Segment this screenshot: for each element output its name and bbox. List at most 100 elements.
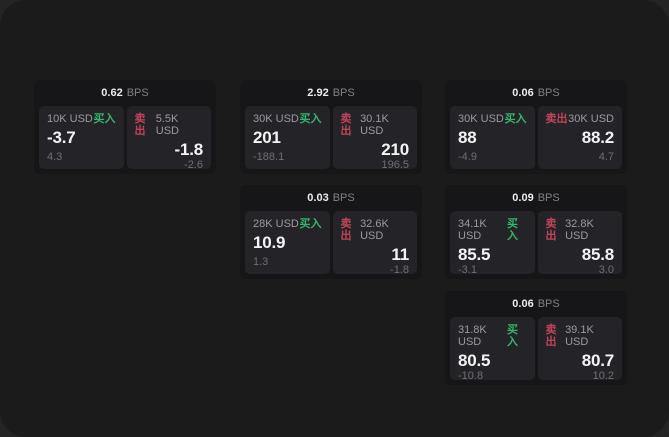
card-header: 0.09 BPS [445, 185, 627, 211]
quote-card-5: 0.06 BPS 31.8K USD 买入 80.5 -10.8 卖出 39.1… [445, 291, 627, 385]
sell-panel[interactable]: 卖出 30.1K USD 210 196.5 [332, 106, 417, 171]
bps-value: 0.09 [512, 192, 534, 204]
quote-card-2: 0.06 BPS 30K USD 买入 88 -4.9 卖出 30K USD 8… [445, 80, 627, 174]
bps-value: 0.06 [512, 87, 534, 99]
sell-side-label: 卖出 [545, 113, 568, 125]
card-header: 0.62 BPS [34, 80, 216, 106]
buy-panel-top: 28K USD 买入 [253, 218, 322, 230]
card-header: 0.06 BPS [445, 291, 627, 317]
buy-delta: 1.3 [253, 256, 269, 268]
sell-delta: 196.5 [381, 159, 409, 171]
buy-side-label: 买入 [93, 113, 116, 125]
buy-size: 34.1K USD [458, 218, 487, 242]
buy-delta: -10.8 [458, 370, 484, 382]
sell-size: 5.5K USD [155, 113, 179, 137]
buy-price: 80.5 [458, 351, 491, 370]
bps-value: 0.62 [101, 87, 123, 99]
sell-panel-top: 卖出 30.1K USD [341, 113, 410, 137]
sell-delta: -2.6 [184, 159, 203, 171]
sell-price: 85.8 [581, 245, 614, 264]
sell-price: 210 [381, 140, 409, 159]
sell-panel[interactable]: 卖出 30K USD 88.2 4.7 [537, 106, 622, 169]
quote-card-0: 0.62 BPS 10K USD 买入 -3.7 4.3 卖出 5.5K USD… [34, 80, 216, 174]
sell-panel-top: 卖出 32.8K USD [546, 218, 615, 242]
bps-unit-label: BPS [537, 87, 560, 99]
quote-panels: 31.8K USD 买入 80.5 -10.8 卖出 39.1K USD 80.… [450, 317, 622, 382]
quote-card-4: 0.09 BPS 34.1K USD 买入 85.5 -3.1 卖出 32.8K… [445, 185, 627, 279]
buy-side-label: 买入 [504, 113, 527, 125]
bps-unit-label: BPS [332, 87, 355, 99]
sell-price: -1.8 [174, 140, 204, 159]
sell-panel[interactable]: 卖出 32.8K USD 85.8 3.0 [537, 211, 622, 276]
buy-price: 85.5 [458, 245, 491, 264]
sell-delta: 10.2 [592, 370, 614, 382]
buy-size: 30K USD [458, 113, 504, 125]
sell-size: 32.8K USD [565, 218, 594, 242]
sell-panel[interactable]: 卖出 39.1K USD 80.7 10.2 [537, 317, 622, 382]
buy-panel-top: 34.1K USD 买入 [458, 218, 527, 242]
sell-side-label: 卖出 [545, 218, 557, 242]
sell-side-label: 卖出 [134, 113, 146, 137]
sell-panel-top: 卖出 5.5K USD [135, 113, 204, 137]
buy-delta: -188.1 [253, 151, 285, 163]
buy-price: 88 [458, 128, 477, 147]
buy-panel-top: 30K USD 买入 [458, 113, 527, 125]
sell-price: 88.2 [581, 128, 614, 147]
buy-price: 10.9 [253, 233, 286, 252]
sell-side-label: 卖出 [340, 218, 352, 242]
buy-delta: 4.3 [47, 151, 63, 163]
quote-panels: 30K USD 买入 88 -4.9 卖出 30K USD 88.2 4.7 [450, 106, 622, 169]
sell-side-label: 卖出 [545, 324, 557, 348]
quote-card-1: 2.92 BPS 30K USD 买入 201 -188.1 卖出 30.1K … [240, 80, 422, 174]
sell-size: 39.1K USD [565, 324, 594, 348]
buy-panel-top: 31.8K USD 买入 [458, 324, 527, 348]
quote-panels: 28K USD 买入 10.9 1.3 卖出 32.6K USD 11 -1.8 [245, 211, 417, 276]
buy-side-label: 买入 [506, 218, 518, 242]
buy-panel-top: 10K USD 买入 [47, 113, 116, 125]
sell-panel-top: 卖出 39.1K USD [546, 324, 615, 348]
sell-panel[interactable]: 卖出 5.5K USD -1.8 -2.6 [126, 106, 211, 171]
buy-price: -3.7 [47, 128, 76, 147]
buy-panel[interactable]: 31.8K USD 买入 80.5 -10.8 [450, 317, 535, 382]
bps-value: 2.92 [307, 87, 329, 99]
buy-side-label: 买入 [506, 324, 518, 348]
sell-delta: 3.0 [598, 264, 614, 276]
buy-panel[interactable]: 34.1K USD 买入 85.5 -3.1 [450, 211, 535, 276]
buy-size: 28K USD [253, 218, 299, 230]
buy-size: 31.8K USD [458, 324, 487, 348]
quote-card-3: 0.03 BPS 28K USD 买入 10.9 1.3 卖出 32.6K US… [240, 185, 422, 279]
buy-delta: -4.9 [458, 151, 477, 163]
buy-panel[interactable]: 10K USD 买入 -3.7 4.3 [39, 106, 124, 169]
card-header: 0.06 BPS [445, 80, 627, 106]
bps-unit-label: BPS [537, 192, 560, 204]
sell-side-label: 卖出 [340, 113, 352, 137]
bps-unit-label: BPS [537, 298, 560, 310]
quote-panels: 30K USD 买入 201 -188.1 卖出 30.1K USD 210 1… [245, 106, 417, 171]
sell-size: 30K USD [568, 113, 614, 125]
bps-unit-label: BPS [332, 192, 355, 204]
sell-panel-top: 卖出 30K USD [546, 113, 615, 125]
buy-size: 10K USD [47, 113, 93, 125]
card-header: 2.92 BPS [240, 80, 422, 106]
sell-panel[interactable]: 卖出 32.6K USD 11 -1.8 [332, 211, 417, 276]
quote-panels: 10K USD 买入 -3.7 4.3 卖出 5.5K USD -1.8 -2.… [39, 106, 211, 171]
buy-panel[interactable]: 28K USD 买入 10.9 1.3 [245, 211, 330, 274]
quote-panels: 34.1K USD 买入 85.5 -3.1 卖出 32.8K USD 85.8… [450, 211, 622, 276]
sell-size: 30.1K USD [360, 113, 389, 137]
buy-panel-top: 30K USD 买入 [253, 113, 322, 125]
bps-value: 0.03 [307, 192, 329, 204]
buy-side-label: 买入 [299, 113, 322, 125]
sell-price: 11 [391, 245, 409, 264]
sell-delta: -1.8 [390, 264, 409, 276]
sell-price: 80.7 [581, 351, 614, 370]
buy-size: 30K USD [253, 113, 299, 125]
buy-price: 201 [253, 128, 281, 147]
card-header: 0.03 BPS [240, 185, 422, 211]
buy-panel[interactable]: 30K USD 买入 88 -4.9 [450, 106, 535, 169]
sell-panel-top: 卖出 32.6K USD [341, 218, 410, 242]
sell-size: 32.6K USD [360, 218, 389, 242]
sell-delta: 4.7 [598, 151, 614, 163]
buy-delta: -3.1 [458, 264, 477, 276]
buy-panel[interactable]: 30K USD 买入 201 -188.1 [245, 106, 330, 169]
